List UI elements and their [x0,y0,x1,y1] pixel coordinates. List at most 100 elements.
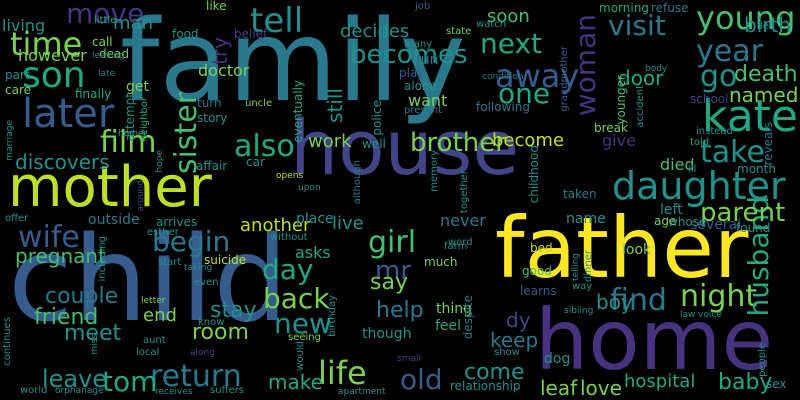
word-despite: despite [461,295,475,340]
word-job: job [415,1,431,12]
word-leave: leave [42,365,108,393]
word-small: small [397,354,421,364]
word-brother: brother [410,128,506,158]
word-wife: wife [18,220,80,255]
word-tell: tell [250,1,304,41]
word-condition: condition [482,72,524,82]
word-late: late [98,69,116,79]
word-never: never [440,211,486,230]
word-grandmother: grandmother [559,46,570,112]
word-move: move [66,0,145,30]
word-room: room [192,320,249,345]
word-seeing: seeing [288,332,321,343]
word-however: however [18,46,87,65]
word-school: school [690,92,729,106]
word-continues: continues [2,317,13,366]
word-reveals: reveals [761,122,775,166]
word-child: child [8,210,289,348]
word-part: part [5,68,30,82]
word-parent: parent [700,198,786,228]
word-want: want [408,91,448,110]
word-many: many [404,39,433,50]
word-know: know [198,317,225,328]
word-house: house [290,103,520,192]
word-learns: learns [520,284,557,298]
word-belief: belief [234,27,268,41]
word-accident: accident [635,85,646,128]
word-say: say [370,270,408,295]
word-friend: friend [34,305,99,330]
word-taken: taken [563,187,597,201]
word-asks: asks [295,243,331,262]
word-end: end [143,305,177,326]
word-relationship: relationship [450,379,521,393]
word-receives: receives [155,387,193,397]
word-although: although [352,160,363,205]
word-stay: stay [210,298,257,323]
word-mr: mr [375,256,412,286]
word-old: old [400,363,443,396]
word-bed: bed [530,241,553,255]
word-son: son [22,55,86,96]
word-esther: esther [147,227,179,238]
word-alone: alone [404,79,438,93]
word-suffers: suffers [210,385,244,396]
word-letter: letter [141,296,166,306]
word-try: try [208,37,232,65]
word-without: without [270,232,308,243]
word-following: following [476,100,530,114]
word-also: also [234,129,295,164]
word-help: help [376,298,424,323]
word-new: new [274,307,332,340]
word-love: love [580,376,622,400]
word-including: including [97,236,108,282]
word-get: get [126,79,149,95]
word-daughter: daughter [612,164,786,208]
word-found: found [736,221,771,235]
word-still: still [323,88,347,123]
word-dy: dy [506,308,531,332]
word-birth: birth [744,13,791,37]
word-leaf: leaf [540,376,578,400]
word-man: man [113,13,153,34]
word-aunt: aunt [143,335,166,346]
word-suicide: suicide [204,253,247,267]
word-place: place [296,211,334,227]
word-mother: mother [8,155,212,220]
word-like: like [206,0,227,13]
word-law: law [680,310,696,320]
word-affair: affair [196,159,228,173]
word-begin: begin [152,225,231,258]
word-month: month [737,162,776,176]
word-visit: visit [608,9,666,42]
word-age: age [654,214,677,228]
word-feel: feel [435,318,462,334]
word-life: life [318,354,367,392]
word-family: family [120,0,466,127]
word-door: door [618,66,664,90]
word-woman: woman [569,14,602,117]
word-morning: morning [599,1,649,15]
word-name: name [566,211,606,227]
word-doctor: doctor [198,61,250,80]
word-local: local [136,347,160,358]
word-kate: kate [702,91,798,142]
word-soon: soon [487,6,530,27]
word-watch: watch [476,19,507,30]
word-young: young [696,0,796,37]
word-give: give [602,131,636,150]
word-back: back [263,282,330,315]
word-car: car [246,155,265,169]
word-would: would [295,341,306,371]
word-uncle: uncle [245,98,273,109]
word-well: well [362,137,386,151]
word-word: word [448,237,473,248]
word-couple: couple [45,284,119,309]
word-start: start [158,257,182,268]
word-dead: dead [99,47,129,61]
word-baby: baby [718,370,773,395]
word-another: another [240,215,311,236]
word-becomes: becomes [350,40,468,70]
word-good: good [522,264,552,278]
word-finally: finally [75,87,112,101]
